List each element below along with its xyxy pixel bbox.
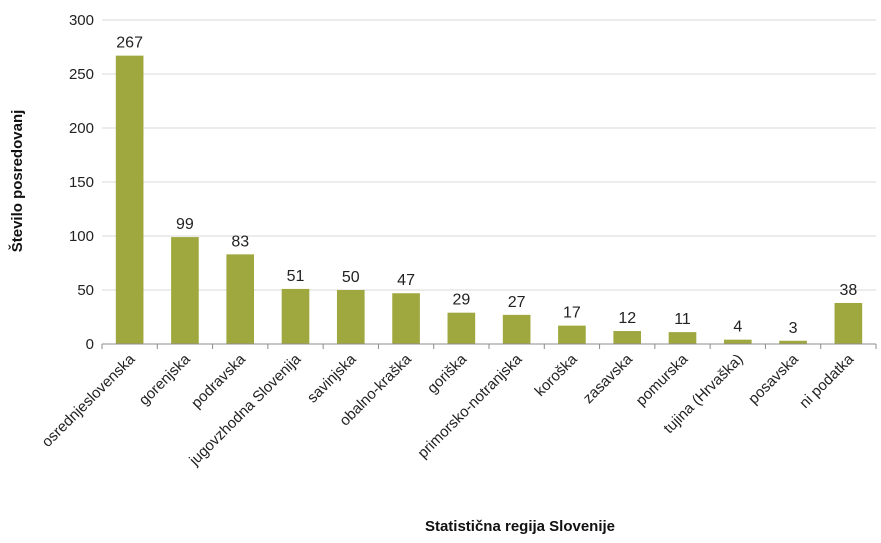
data-label: 47 bbox=[397, 272, 415, 289]
x-axis-title: Statistična regija Slovenije bbox=[425, 518, 615, 535]
data-label: 99 bbox=[176, 216, 194, 233]
bar bbox=[392, 293, 420, 344]
x-tick-label: gorenjska bbox=[136, 350, 194, 408]
bar bbox=[115, 55, 144, 344]
data-labels: 267 99 83 51 50 47 29 27 17 12 11 4 3 38 bbox=[116, 35, 857, 337]
y-tick-label: 200 bbox=[69, 120, 94, 137]
y-tick-label: 300 bbox=[69, 12, 94, 29]
bar bbox=[281, 288, 310, 344]
x-tick-label: zasavska bbox=[580, 350, 637, 407]
bar bbox=[171, 237, 199, 344]
bar bbox=[613, 331, 642, 344]
x-tick-label: posavska bbox=[745, 350, 802, 407]
bar bbox=[779, 340, 807, 344]
bar bbox=[336, 290, 365, 344]
data-label: 267 bbox=[116, 35, 143, 52]
data-label: 4 bbox=[733, 319, 742, 336]
x-tick-label: jugovzhodna Slovenija bbox=[185, 350, 304, 469]
bar bbox=[668, 332, 697, 344]
bar bbox=[447, 312, 476, 344]
y-tick-label: 250 bbox=[69, 66, 94, 83]
data-label: 11 bbox=[674, 311, 691, 328]
bar bbox=[558, 325, 586, 344]
y-tick-label: 50 bbox=[77, 282, 94, 299]
data-label: 51 bbox=[287, 268, 305, 285]
data-label: 17 bbox=[563, 305, 581, 322]
bar bbox=[226, 254, 255, 344]
data-label: 12 bbox=[618, 310, 636, 327]
data-label: 38 bbox=[839, 282, 857, 299]
x-tick-label: osrednjeslovenska bbox=[39, 350, 139, 450]
x-tick-label: ni podatka bbox=[796, 350, 857, 411]
data-label: 50 bbox=[342, 269, 360, 286]
data-label: 27 bbox=[508, 294, 526, 311]
gridlines bbox=[102, 19, 876, 291]
x-tick-label: savinjska bbox=[304, 350, 360, 406]
x-axis-ticks: osrednjeslovenskagorenjskapodravskajugov… bbox=[39, 344, 877, 470]
y-tick-label: 0 bbox=[86, 336, 94, 353]
bar bbox=[834, 302, 863, 344]
data-label: 83 bbox=[231, 233, 249, 250]
y-axis-title: Število posredovanj bbox=[8, 110, 26, 253]
bars bbox=[115, 55, 863, 344]
data-label: 29 bbox=[452, 292, 470, 309]
x-tick-label: pomurska bbox=[633, 350, 692, 409]
x-tick-label: primorsko-notranjska bbox=[414, 350, 526, 462]
x-tick-label: koroška bbox=[532, 350, 582, 400]
y-axis-ticks: 0 50 100 150 200 250 300 bbox=[69, 12, 94, 353]
y-tick-label: 100 bbox=[69, 228, 94, 245]
y-tick-label: 150 bbox=[69, 174, 94, 191]
bar bbox=[502, 314, 531, 344]
data-label: 3 bbox=[789, 320, 798, 337]
x-tick-label: goriška bbox=[424, 350, 471, 397]
bar bbox=[723, 339, 752, 344]
